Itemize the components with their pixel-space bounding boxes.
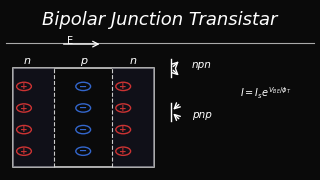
Text: E: E — [67, 35, 74, 46]
Text: +: + — [20, 82, 28, 91]
Text: n: n — [129, 56, 136, 66]
Text: +: + — [119, 125, 127, 134]
Text: +: + — [119, 103, 127, 112]
Bar — [13, 68, 154, 167]
Text: −: − — [79, 146, 87, 156]
Bar — [112, 68, 154, 167]
Text: npn: npn — [192, 60, 212, 70]
Text: +: + — [20, 147, 28, 156]
Text: −: − — [79, 81, 87, 91]
Text: pnp: pnp — [192, 110, 212, 120]
Text: −: − — [79, 103, 87, 113]
Text: Bipolar Junction Transistar: Bipolar Junction Transistar — [42, 11, 278, 29]
Text: $I = I_s e^{V_{BE}/\phi_T}$: $I = I_s e^{V_{BE}/\phi_T}$ — [240, 86, 291, 101]
Text: +: + — [20, 125, 28, 134]
Bar — [13, 68, 54, 167]
Text: −: − — [79, 125, 87, 135]
Text: +: + — [119, 82, 127, 91]
Text: +: + — [119, 147, 127, 156]
Text: p: p — [80, 56, 87, 66]
Text: +: + — [20, 103, 28, 112]
Text: n: n — [24, 56, 31, 66]
